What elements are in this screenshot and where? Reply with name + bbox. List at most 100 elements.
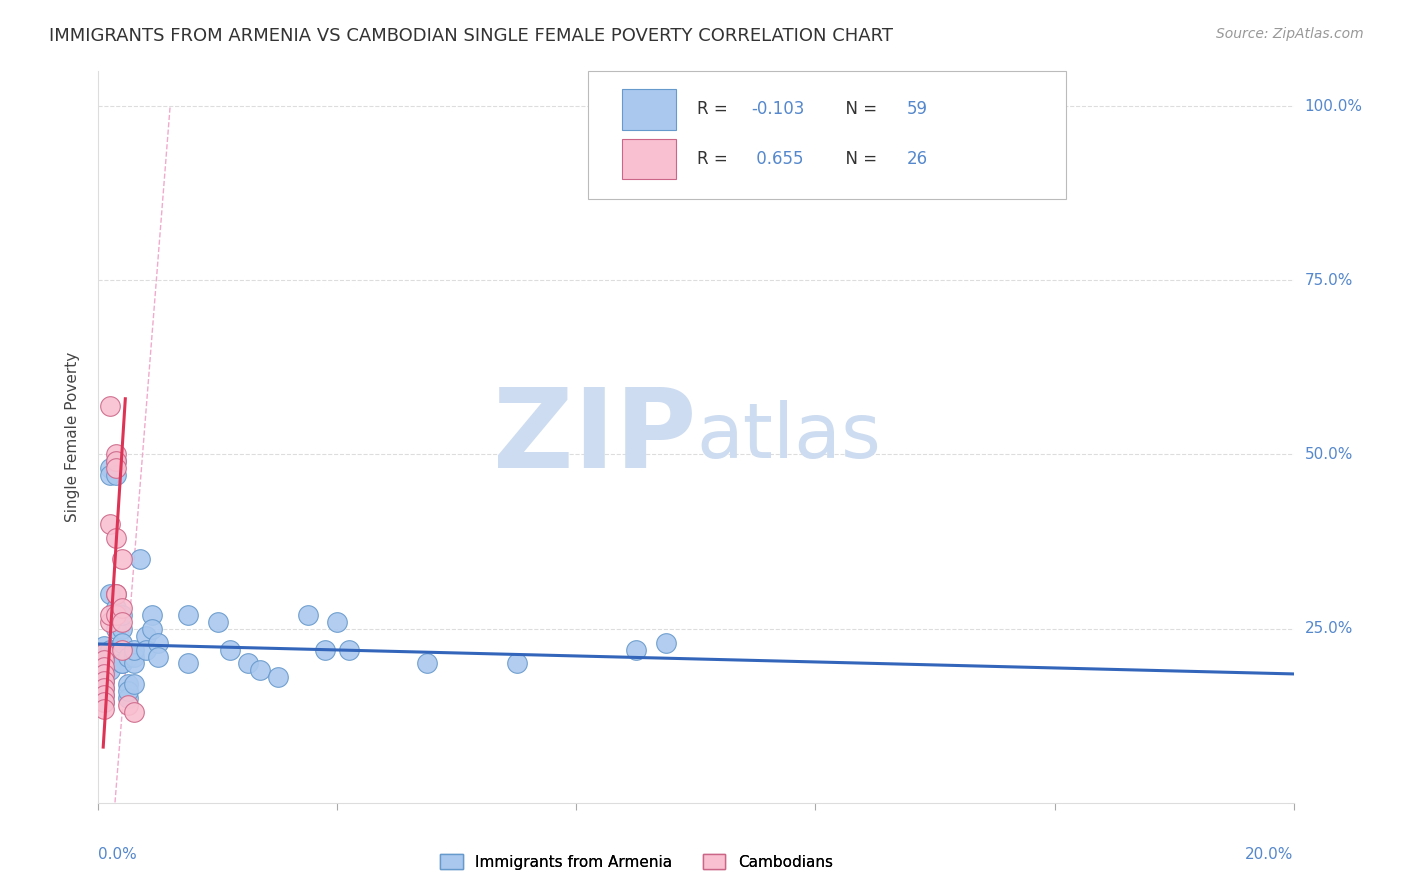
Text: 50.0%: 50.0% xyxy=(1305,447,1353,462)
Point xyxy=(93,702,115,716)
Point xyxy=(105,642,128,657)
Point xyxy=(207,615,229,629)
Point xyxy=(148,635,170,649)
Point xyxy=(339,642,360,657)
Point xyxy=(117,649,139,664)
Text: 59: 59 xyxy=(907,101,928,119)
Point xyxy=(141,622,163,636)
Point xyxy=(105,468,128,483)
Point xyxy=(105,587,128,601)
Point xyxy=(93,695,115,709)
Point xyxy=(93,688,115,702)
Point xyxy=(117,684,139,698)
Point xyxy=(105,642,128,657)
Point xyxy=(506,657,529,671)
Point xyxy=(416,657,439,671)
Point xyxy=(177,607,200,622)
Point xyxy=(98,399,122,413)
Point xyxy=(93,695,115,709)
Point xyxy=(111,552,134,566)
Text: atlas: atlas xyxy=(696,401,880,474)
FancyBboxPatch shape xyxy=(588,71,1067,200)
Point xyxy=(117,698,139,713)
Text: R =: R = xyxy=(697,101,733,119)
Point xyxy=(135,629,157,643)
Point xyxy=(111,657,134,671)
Point xyxy=(124,677,146,691)
Point xyxy=(93,646,115,660)
Point xyxy=(93,681,115,695)
Point xyxy=(111,642,134,657)
Text: -0.103: -0.103 xyxy=(751,101,804,119)
Point xyxy=(93,653,115,667)
Point xyxy=(129,552,152,566)
Point xyxy=(655,635,678,649)
Point xyxy=(105,600,128,615)
Point xyxy=(105,448,128,462)
Point xyxy=(98,461,122,475)
Point xyxy=(111,657,134,671)
Text: ZIP: ZIP xyxy=(492,384,696,491)
Point xyxy=(93,673,115,688)
Point xyxy=(98,468,122,483)
Text: N =: N = xyxy=(835,150,882,168)
Point xyxy=(105,607,128,622)
Point xyxy=(111,600,134,615)
Point xyxy=(105,622,128,636)
Point xyxy=(98,607,122,622)
Point xyxy=(624,642,647,657)
Point xyxy=(93,660,115,674)
Point xyxy=(124,642,146,657)
Point xyxy=(124,705,146,719)
Legend: Immigrants from Armenia, Cambodians: Immigrants from Armenia, Cambodians xyxy=(433,847,839,876)
Point xyxy=(267,670,290,684)
Point xyxy=(93,657,115,671)
Text: 100.0%: 100.0% xyxy=(1305,99,1362,113)
Point xyxy=(93,649,115,664)
Text: 75.0%: 75.0% xyxy=(1305,273,1353,288)
Point xyxy=(98,587,122,601)
Point xyxy=(177,657,200,671)
Text: IMMIGRANTS FROM ARMENIA VS CAMBODIAN SINGLE FEMALE POVERTY CORRELATION CHART: IMMIGRANTS FROM ARMENIA VS CAMBODIAN SIN… xyxy=(49,27,893,45)
Point xyxy=(93,667,115,681)
Point xyxy=(111,635,134,649)
Point xyxy=(98,517,122,532)
Point xyxy=(117,691,139,706)
Point xyxy=(98,664,122,678)
Point xyxy=(297,607,319,622)
Point xyxy=(141,607,163,622)
Text: 0.655: 0.655 xyxy=(751,150,803,168)
Point xyxy=(315,642,337,657)
Text: R =: R = xyxy=(697,150,733,168)
Point xyxy=(326,615,349,629)
Point xyxy=(105,587,128,601)
Point xyxy=(93,639,115,653)
Point xyxy=(93,667,115,681)
Text: 0.0%: 0.0% xyxy=(98,847,138,862)
Point xyxy=(105,454,128,468)
Point xyxy=(98,615,122,629)
Text: N =: N = xyxy=(835,101,882,119)
Point xyxy=(111,622,134,636)
Point xyxy=(105,454,128,468)
Point xyxy=(93,660,115,674)
Y-axis label: Single Female Poverty: Single Female Poverty xyxy=(65,352,80,522)
Text: 26: 26 xyxy=(907,150,928,168)
Point xyxy=(111,615,134,629)
Point xyxy=(124,649,146,664)
Point xyxy=(105,531,128,545)
Point xyxy=(117,677,139,691)
Point xyxy=(98,657,122,671)
Point xyxy=(93,681,115,695)
Point xyxy=(93,673,115,688)
Point xyxy=(111,607,134,622)
Point xyxy=(249,664,271,678)
Point xyxy=(124,657,146,671)
Text: 25.0%: 25.0% xyxy=(1305,621,1353,636)
Text: Source: ZipAtlas.com: Source: ZipAtlas.com xyxy=(1216,27,1364,41)
Point xyxy=(148,649,170,664)
Point xyxy=(93,688,115,702)
Point xyxy=(98,649,122,664)
Point xyxy=(135,642,157,657)
Point xyxy=(93,646,115,660)
